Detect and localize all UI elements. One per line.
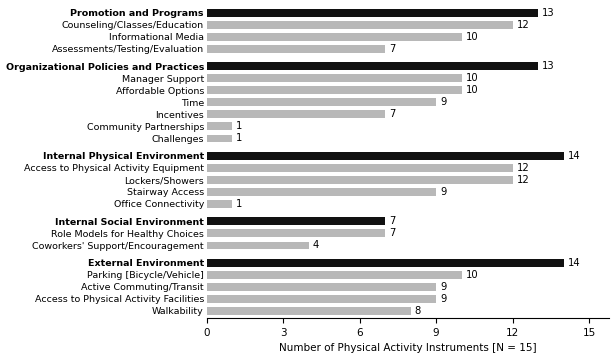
Text: 7: 7 bbox=[389, 228, 395, 238]
Bar bbox=[207, 295, 436, 303]
Bar bbox=[207, 45, 385, 53]
Bar bbox=[207, 21, 512, 29]
Bar bbox=[207, 62, 538, 70]
Text: 13: 13 bbox=[542, 8, 555, 18]
Bar bbox=[207, 242, 309, 250]
Bar bbox=[207, 111, 385, 118]
Bar bbox=[207, 188, 436, 196]
Bar bbox=[207, 200, 232, 208]
Bar bbox=[207, 176, 512, 184]
Bar bbox=[207, 122, 232, 130]
Bar bbox=[207, 271, 462, 279]
Text: 10: 10 bbox=[466, 73, 478, 83]
Text: 14: 14 bbox=[568, 258, 580, 268]
Bar bbox=[207, 9, 538, 17]
Text: 1: 1 bbox=[236, 199, 242, 209]
Text: 1: 1 bbox=[236, 121, 242, 131]
Text: 9: 9 bbox=[440, 97, 446, 107]
Text: 12: 12 bbox=[517, 175, 529, 185]
Bar bbox=[207, 229, 385, 237]
Text: 12: 12 bbox=[517, 163, 529, 173]
Bar bbox=[207, 164, 512, 172]
Bar bbox=[207, 33, 462, 41]
Bar bbox=[207, 87, 462, 94]
Text: 7: 7 bbox=[389, 44, 395, 54]
Text: 10: 10 bbox=[466, 85, 478, 95]
Bar bbox=[207, 307, 411, 315]
Text: 7: 7 bbox=[389, 109, 395, 120]
Text: 4: 4 bbox=[312, 241, 319, 251]
Bar bbox=[207, 135, 232, 142]
Text: 14: 14 bbox=[568, 151, 580, 161]
Text: 9: 9 bbox=[440, 294, 446, 304]
Text: 12: 12 bbox=[517, 20, 529, 30]
Text: 13: 13 bbox=[542, 61, 555, 71]
Text: 10: 10 bbox=[466, 270, 478, 280]
Bar bbox=[207, 259, 563, 267]
Text: 10: 10 bbox=[466, 32, 478, 42]
Bar bbox=[207, 74, 462, 82]
Text: 9: 9 bbox=[440, 282, 446, 292]
Bar bbox=[207, 218, 385, 225]
Text: 7: 7 bbox=[389, 216, 395, 227]
Bar bbox=[207, 152, 563, 160]
Bar bbox=[207, 283, 436, 291]
Text: 8: 8 bbox=[415, 306, 421, 316]
X-axis label: Number of Physical Activity Instruments [N = 15]: Number of Physical Activity Instruments … bbox=[279, 344, 537, 354]
Bar bbox=[207, 98, 436, 106]
Text: 1: 1 bbox=[236, 134, 242, 143]
Text: 9: 9 bbox=[440, 187, 446, 197]
